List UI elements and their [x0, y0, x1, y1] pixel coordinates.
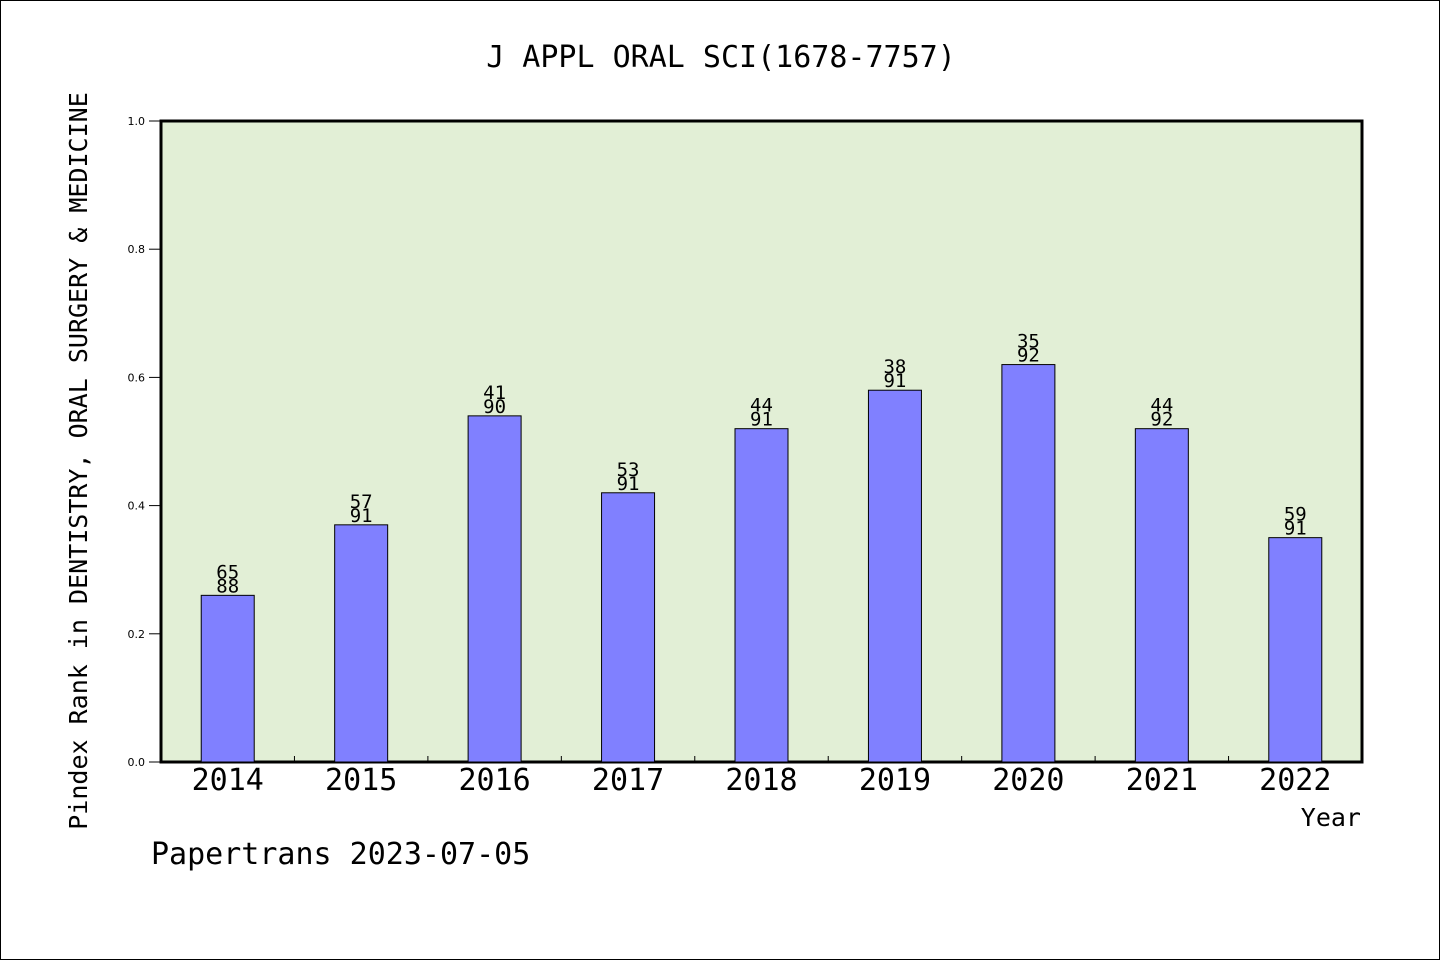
- bar-rank-label: 59: [1284, 504, 1307, 526]
- bar-total-label: 91: [350, 505, 373, 527]
- x-tick-label: 2018: [725, 763, 797, 798]
- bar-2016: [467, 415, 522, 763]
- x-tick-label: 2019: [859, 763, 931, 798]
- y-tick-label: 0.4: [128, 500, 146, 513]
- y-tick-label: 0.0: [128, 756, 146, 769]
- bar-total-label: 91: [883, 370, 906, 392]
- x-tick-label: 2014: [192, 763, 264, 798]
- y-tick-label: 0.6: [128, 371, 146, 384]
- x-tick-label: 2016: [458, 763, 530, 798]
- y-tick-label: 1.0: [128, 115, 146, 128]
- bar-total-label: 92: [1150, 409, 1173, 431]
- bar-rank-label: 65: [216, 561, 239, 583]
- bar-total-label: 91: [750, 409, 773, 431]
- y-tick-label: 0.2: [128, 628, 146, 641]
- bar-rank-label: 53: [617, 459, 640, 481]
- x-tick-label: 2022: [1259, 763, 1331, 798]
- bar-2018: [734, 428, 789, 763]
- bar-rank-label: 35: [1017, 331, 1040, 353]
- chart-title: J APPL ORAL SCI(1678-7757): [486, 40, 956, 75]
- footer-credit: Papertrans 2023-07-05: [151, 837, 530, 872]
- bar-2022: [1268, 537, 1323, 763]
- bar-2014: [200, 594, 255, 763]
- x-tick-label: 2021: [1126, 763, 1198, 798]
- bar-rank-label: 44: [750, 395, 773, 417]
- bar-2017: [601, 492, 656, 763]
- x-tick-label: 2017: [592, 763, 664, 798]
- bar-total-label: 91: [1284, 518, 1307, 540]
- bar-total-label: 90: [483, 396, 506, 418]
- bar-rank-label: 41: [483, 382, 506, 404]
- x-axis: 2014 2015 2016 2017 2018 2019 2020 2021 2022: [192, 756, 1331, 798]
- bar-rank-label: 38: [883, 356, 906, 378]
- x-axis-label: Year: [1301, 803, 1361, 832]
- bar-total-label: 88: [216, 575, 239, 597]
- bar-rank-label: 44: [1150, 395, 1173, 417]
- bar-total-label: 92: [1017, 345, 1040, 367]
- y-axis: 0.0 0.2 0.4 0.6 0.8 1.0: [128, 115, 161, 769]
- x-tick-label: 2015: [325, 763, 397, 798]
- bar-2019: [867, 389, 922, 763]
- bar-2021: [1134, 428, 1189, 763]
- x-tick-label: 2020: [992, 763, 1064, 798]
- y-tick-label: 0.8: [128, 243, 146, 256]
- bar-2020: [1001, 364, 1056, 763]
- bar-total-label: 91: [617, 473, 640, 495]
- y-axis-label: Pindex Rank in DENTISTRY, ORAL SURGERY &…: [64, 92, 93, 830]
- bar-rank-label: 57: [350, 491, 373, 513]
- bar-2015: [334, 524, 389, 763]
